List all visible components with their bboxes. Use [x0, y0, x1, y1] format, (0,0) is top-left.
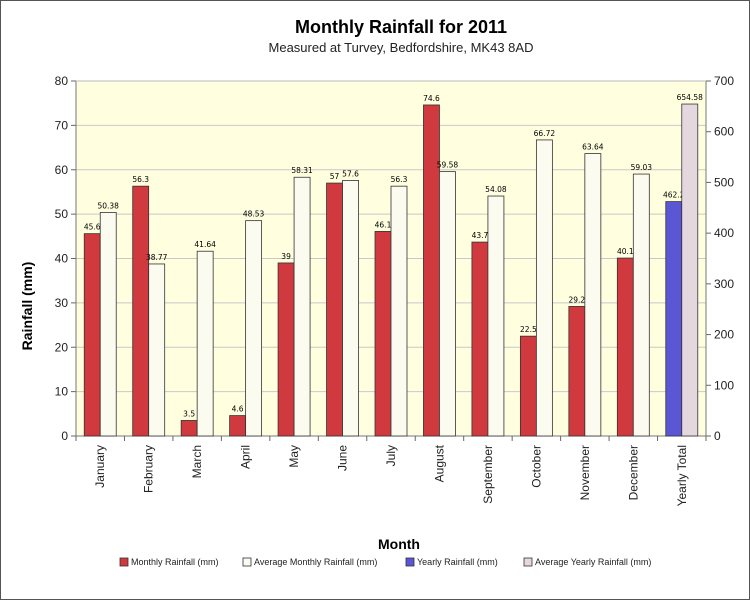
data-label: 74.6 — [423, 94, 440, 103]
y-tick-label: 80 — [55, 74, 69, 88]
legend-swatch — [523, 557, 533, 567]
bar — [487, 195, 505, 437]
y-tick-label: 70 — [55, 118, 69, 132]
data-label: 38.77 — [146, 253, 168, 262]
bar — [245, 220, 263, 437]
data-label: 41.64 — [194, 240, 216, 249]
bar — [681, 103, 699, 437]
y2-tick-label: 200 — [714, 328, 734, 342]
y2-tick-label: 300 — [714, 277, 734, 291]
bar — [132, 185, 150, 437]
bar — [180, 420, 198, 437]
data-label: 46.1 — [375, 220, 392, 229]
bar — [326, 182, 343, 437]
y2-tick-label: 700 — [714, 74, 734, 88]
x-tick-label: March — [190, 445, 204, 478]
legend-swatch — [405, 557, 415, 567]
bar — [374, 231, 392, 437]
data-label: 4.6 — [232, 405, 244, 414]
data-label: 43.7 — [472, 231, 489, 240]
x-tick-label: April — [239, 445, 253, 469]
bar — [584, 153, 602, 437]
x-tick-label: February — [142, 445, 156, 493]
bar — [342, 179, 359, 437]
legend-label: Average Yearly Rainfall (mm) — [535, 557, 651, 567]
y2-tick-label: 0 — [714, 429, 721, 443]
x-tick-label: December — [626, 445, 640, 500]
x-axis-title: Month — [378, 536, 420, 552]
legend-label: Monthly Rainfall (mm) — [131, 557, 219, 567]
legend-swatch — [119, 557, 129, 567]
y-tick-label: 20 — [55, 340, 69, 354]
y2-tick-label: 400 — [714, 226, 734, 240]
data-label: 22.5 — [520, 325, 537, 334]
y-tick-label: 30 — [55, 296, 69, 310]
data-label: 3.5 — [183, 409, 195, 418]
legend-label: Average Monthly Rainfall (mm) — [254, 557, 377, 567]
data-label: 63.64 — [582, 143, 604, 152]
data-label: 57 — [330, 172, 340, 181]
data-label: 59.58 — [437, 161, 459, 170]
data-label: 40.1 — [617, 247, 634, 256]
data-label: 654.58 — [677, 93, 703, 102]
bar — [148, 263, 166, 437]
y2-tick-label: 600 — [714, 125, 734, 139]
x-tick-label: January — [93, 445, 107, 488]
bar — [229, 415, 247, 437]
bar — [293, 176, 311, 437]
chart-title: Monthly Rainfall for 2011 — [295, 17, 507, 37]
bar — [616, 257, 634, 437]
bar — [471, 241, 489, 437]
bar — [439, 171, 456, 437]
data-label: 45.6 — [84, 223, 101, 232]
bar — [196, 250, 214, 437]
bar — [632, 173, 650, 437]
x-tick-label: November — [578, 445, 592, 500]
data-label: 57.6 — [342, 169, 359, 178]
bar — [99, 212, 117, 437]
legend-swatch — [242, 557, 252, 567]
bar — [665, 201, 683, 437]
data-label: 50.38 — [97, 201, 119, 210]
x-tick-label: June — [336, 445, 350, 471]
legend-label: Yearly Rainfall (mm) — [417, 557, 498, 567]
data-label: 59.03 — [631, 163, 653, 172]
bar — [568, 306, 586, 437]
data-label: 58.31 — [291, 166, 313, 175]
y-tick-label: 60 — [55, 163, 69, 177]
plot-area: 0 10 20 30 40 50 60 70 80 0 100 200 300 400 500 600 700 J… — [55, 74, 735, 506]
x-tick-label: Yearly Total — [675, 445, 689, 506]
bar — [390, 185, 408, 437]
y2-tick-label: 500 — [714, 175, 734, 189]
bar — [277, 262, 295, 437]
y2-tick-label: 100 — [714, 378, 734, 392]
x-tick-label: July — [384, 445, 398, 466]
y-tick-label: 40 — [55, 252, 69, 266]
x-tick-label: September — [481, 445, 495, 504]
data-label: 39 — [281, 252, 291, 261]
bar — [83, 233, 101, 437]
x-tick-label: October — [529, 445, 543, 488]
y-axis-title: Rainfall (mm) — [19, 262, 35, 351]
data-label: 54.08 — [485, 185, 507, 194]
legend: Monthly Rainfall (mm) Average Monthly Rai… — [119, 557, 651, 567]
x-tick-label: August — [432, 444, 446, 482]
bar — [535, 139, 553, 437]
y-tick-label: 10 — [55, 385, 69, 399]
y-tick-label: 0 — [61, 429, 68, 443]
data-label: 56.3 — [132, 175, 149, 184]
bar — [423, 104, 440, 437]
x-tick-label: May — [287, 445, 301, 468]
data-label: 462.2 — [663, 191, 685, 200]
data-label: 66.72 — [534, 129, 556, 138]
chart-subtitle: Measured at Turvey, Bedfordshire, MK43 8… — [269, 40, 534, 55]
bar — [519, 335, 537, 437]
data-label: 29.2 — [568, 295, 585, 304]
data-label: 56.3 — [391, 175, 408, 184]
y-tick-label: 50 — [55, 207, 69, 221]
data-label: 48.53 — [243, 210, 265, 219]
